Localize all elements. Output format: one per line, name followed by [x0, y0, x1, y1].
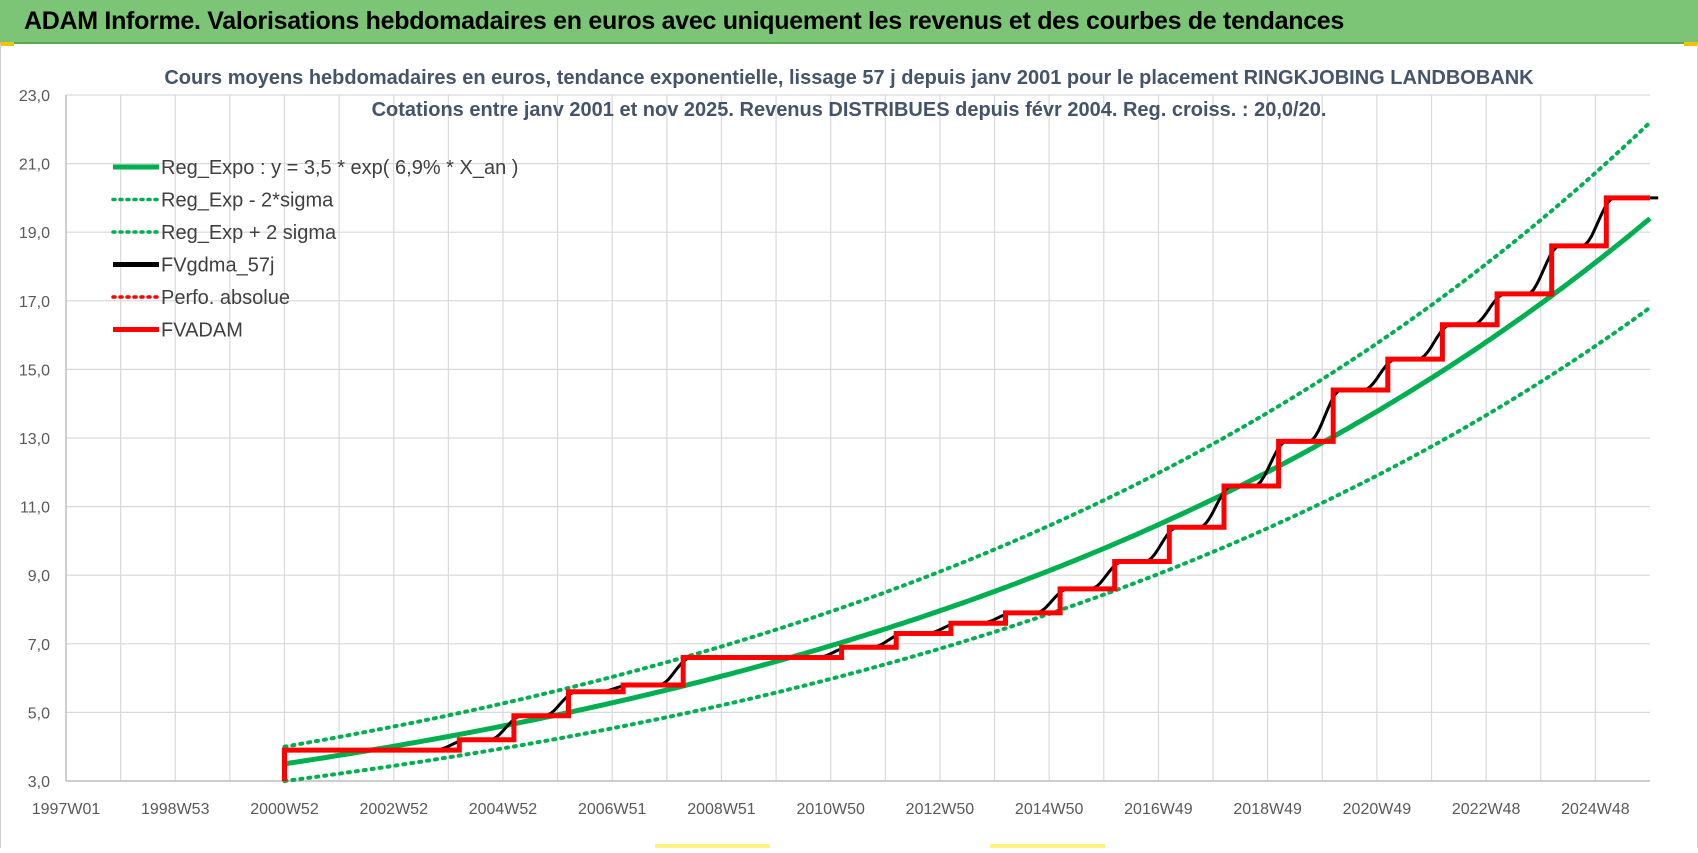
page-title: ADAM Informe. Valorisations hebdomadaire… — [24, 7, 1345, 35]
grid-layer — [66, 94, 1650, 782]
x-tick-label: 2004W52 — [469, 801, 538, 818]
legend-label: Reg_Expo : y = 3,5 * exp( 6,9% * X_an ) — [161, 157, 518, 179]
series-reg-plus-2sigma — [282, 120, 1652, 749]
legend: Reg_Expo : y = 3,5 * exp( 6,9% * X_an ) R… — [111, 157, 518, 342]
x-tick-label: 2020W49 — [1343, 801, 1412, 818]
y-tick-label: 15,0 — [19, 362, 50, 379]
x-tick-label: 2018W49 — [1233, 801, 1302, 818]
y-tick-label: 23,0 — [19, 88, 50, 105]
x-tick-label: 2008W51 — [687, 801, 756, 818]
series-fvgdma-57j — [287, 196, 1659, 752]
x-tick-label: 2024W48 — [1561, 801, 1630, 818]
chart-area: 3,0 5,0 7,0 9,0 11,0 13,0 15,0 17,0 19,0 21,0 23,0… — [0, 44, 1698, 848]
y-tick-label: 5,0 — [28, 705, 50, 722]
axis-layer: 3,0 5,0 7,0 9,0 11,0 13,0 15,0 17,0 19,0 21,0 23,0… — [19, 88, 1650, 818]
bottom-marker-1 — [655, 844, 770, 848]
x-tick-label: 2002W52 — [359, 801, 428, 818]
x-tick-label: 2016W49 — [1124, 801, 1193, 818]
x-tick-label: 2006W51 — [578, 801, 647, 818]
legend-label: Reg_Exp + 2 sigma — [161, 222, 337, 244]
x-tick-label: 2000W52 — [250, 801, 319, 818]
corner-marker-right — [1684, 42, 1698, 46]
x-tick-label: 1998W53 — [141, 801, 210, 818]
y-tick-label: 7,0 — [28, 637, 50, 654]
corner-marker-left — [0, 42, 14, 46]
y-tick-label: 9,0 — [28, 568, 50, 585]
legend-label: FVADAM — [161, 320, 243, 342]
y-tick-label: 11,0 — [20, 500, 50, 517]
x-tick-label: 1997W01 — [32, 801, 101, 818]
y-tick-label: 17,0 — [19, 294, 50, 311]
legend-label: Reg_Exp - 2*sigma — [161, 190, 334, 212]
legend-label: FVgdma_57j — [161, 255, 274, 277]
chart-title-line2: Cotations entre janv 2001 et nov 2025. R… — [372, 99, 1327, 121]
series-layer — [282, 120, 1659, 783]
chart-title-line1: Cours moyens hebdomadaires en euros, ten… — [164, 67, 1534, 89]
chart-svg: 3,0 5,0 7,0 9,0 11,0 13,0 15,0 17,0 19,0 21,0 23,0… — [19, 67, 1659, 818]
y-tick-label: 19,0 — [19, 225, 50, 242]
header-bar: ADAM Informe. Valorisations hebdomadaire… — [0, 0, 1698, 44]
x-tick-label: 2012W50 — [906, 801, 975, 818]
x-tick-label: 2010W50 — [796, 801, 865, 818]
y-tick-label: 21,0 — [19, 157, 50, 174]
y-tick-label: 13,0 — [19, 431, 50, 448]
series-fvadam — [282, 195, 1650, 781]
bottom-marker-2 — [990, 844, 1105, 848]
y-tick-label: 3,0 — [28, 774, 50, 791]
series-reg-minus-2sigma — [282, 305, 1652, 783]
x-tick-label: 2022W48 — [1452, 801, 1521, 818]
legend-label: Perfo. absolue — [161, 287, 290, 309]
x-tick-label: 2014W50 — [1015, 801, 1084, 818]
